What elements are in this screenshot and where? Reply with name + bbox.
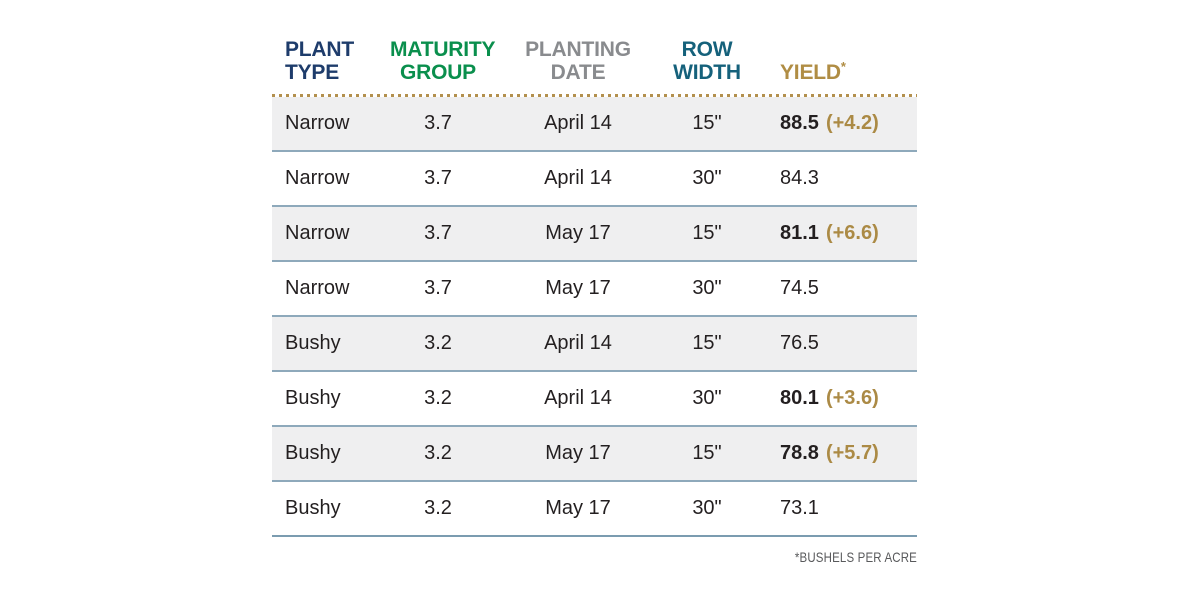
yield-asterisk: * (840, 59, 846, 74)
cell-yield: 76.5 (744, 332, 917, 355)
gold-dotted-divider (272, 94, 917, 97)
soybean-yield-table: PLANT TYPE MATURITY GROUP PLANTING DATE … (272, 38, 917, 565)
cell-yield: 74.5 (744, 277, 917, 300)
yield-value: 76.5 (780, 332, 819, 354)
table-footnote: *BUSHELS PER ACRE (794, 549, 917, 565)
cell-yield: 84.3 (744, 167, 917, 190)
cell-maturity-group: 3.2 (424, 497, 452, 519)
header-line: YIELD (780, 61, 841, 84)
cell-plant-type: Bushy (285, 497, 341, 519)
yield-value: 80.1 (780, 387, 819, 409)
cell-row-width: 30" (692, 167, 722, 189)
table-row: Narrow 3.7 April 14 15" 88.5 (+4.2) (272, 97, 917, 152)
cell-maturity-group: 3.7 (424, 277, 452, 299)
cell-row-width: 30" (692, 387, 722, 409)
table-row: Bushy 3.2 May 17 15" 78.8 (+5.7) (272, 427, 917, 482)
cell-yield: 78.8 (+5.7) (744, 442, 917, 465)
yield-value: 78.8 (780, 442, 819, 464)
cell-plant-type: Bushy (285, 332, 341, 354)
header-line: MATURITY (390, 38, 496, 61)
table-header-row: PLANT TYPE MATURITY GROUP PLANTING DATE … (272, 38, 917, 94)
table-row: Bushy 3.2 May 17 30" 73.1 (272, 482, 917, 537)
table-row: Narrow 3.7 May 17 15" 81.1 (+6.6) (272, 207, 917, 262)
yield-value: 84.3 (780, 167, 819, 189)
cell-plant-type: Bushy (285, 387, 341, 409)
table-row: Bushy 3.2 April 14 30" 80.1 (+3.6) (272, 372, 917, 427)
cell-planting-date: May 17 (545, 442, 611, 464)
cell-maturity-group: 3.7 (424, 112, 452, 134)
header-line: TYPE (285, 61, 340, 84)
header-line: DATE (550, 61, 606, 84)
column-header-row-width: ROW WIDTH (670, 38, 744, 84)
cell-plant-type: Narrow (285, 112, 350, 134)
cell-planting-date: April 14 (544, 387, 612, 409)
cell-row-width: 15" (692, 332, 722, 354)
column-header-planting-date: PLANTING DATE (486, 38, 670, 84)
yield-delta: (+5.7) (825, 442, 879, 464)
cell-row-width: 30" (692, 497, 722, 519)
yield-delta: (+4.2) (825, 112, 879, 134)
cell-yield: 81.1 (+6.6) (744, 222, 917, 245)
cell-plant-type: Bushy (285, 442, 341, 464)
cell-maturity-group: 3.2 (424, 442, 452, 464)
cell-maturity-group: 3.7 (424, 222, 452, 244)
cell-planting-date: April 14 (544, 112, 612, 134)
cell-maturity-group: 3.2 (424, 387, 452, 409)
header-line: ROW (681, 38, 733, 61)
cell-yield: 73.1 (744, 497, 917, 520)
header-line: WIDTH (673, 61, 741, 84)
column-header-plant-type: PLANT TYPE (272, 38, 390, 84)
cell-yield: 80.1 (+3.6) (744, 387, 917, 410)
yield-value: 81.1 (780, 222, 819, 244)
table-row: Narrow 3.7 May 17 30" 74.5 (272, 262, 917, 317)
cell-planting-date: April 14 (544, 167, 612, 189)
yield-value: 73.1 (780, 497, 819, 519)
column-header-yield: YIELD* (744, 55, 917, 84)
cell-plant-type: Narrow (285, 222, 350, 244)
cell-row-width: 30" (692, 277, 722, 299)
cell-row-width: 15" (692, 222, 722, 244)
cell-plant-type: Narrow (285, 167, 350, 189)
yield-delta: (+3.6) (825, 387, 879, 409)
cell-yield: 88.5 (+4.2) (744, 112, 917, 135)
cell-planting-date: May 17 (545, 222, 611, 244)
header-line: PLANTING (525, 38, 631, 61)
header-line: GROUP (399, 61, 476, 84)
cell-maturity-group: 3.7 (424, 167, 452, 189)
yield-value: 88.5 (780, 112, 819, 134)
cell-planting-date: May 17 (545, 277, 611, 299)
cell-maturity-group: 3.2 (424, 332, 452, 354)
yield-value: 74.5 (780, 277, 819, 299)
header-line: PLANT (285, 38, 354, 61)
cell-row-width: 15" (692, 112, 722, 134)
cell-plant-type: Narrow (285, 277, 350, 299)
cell-planting-date: May 17 (545, 497, 611, 519)
column-header-maturity-group: MATURITY GROUP (390, 38, 496, 84)
cell-planting-date: April 14 (544, 332, 612, 354)
yield-delta: (+6.6) (825, 222, 879, 244)
table-row: Bushy 3.2 April 14 15" 76.5 (272, 317, 917, 372)
table-row: Narrow 3.7 April 14 30" 84.3 (272, 152, 917, 207)
cell-row-width: 15" (692, 442, 722, 464)
